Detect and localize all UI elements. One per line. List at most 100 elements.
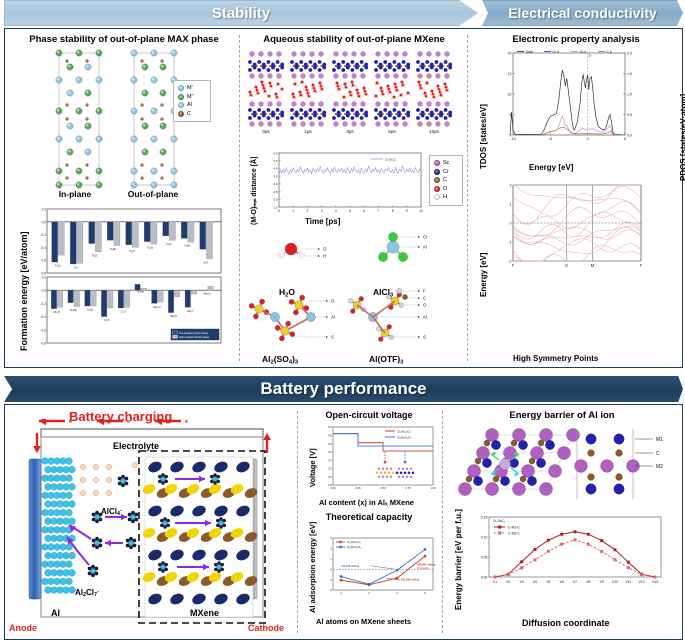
label-cathode-material: MXene: [190, 608, 220, 618]
svg-text:-0.4: -0.4: [41, 246, 47, 250]
divider-2: [467, 35, 468, 361]
svg-text:4: 4: [396, 591, 398, 595]
legend-dot-o: [434, 185, 440, 192]
svg-text:374.040 mAh/g: 374.040 mAh/g: [341, 564, 360, 568]
svg-text:Total: Total: [526, 50, 533, 54]
svg-text:Mo₂Ti: Mo₂Ti: [170, 314, 177, 318]
svg-text:V4: V4: [533, 580, 537, 584]
svg-text:V13: V13: [652, 580, 658, 584]
svg-text:10ps: 10ps: [429, 129, 440, 134]
svg-text:2.0: 2.0: [627, 52, 632, 56]
svg-text:9: 9: [406, 209, 408, 213]
svg-text:Cr d: Cr d: [553, 50, 560, 54]
molecule-name-al2so43: Al2(SO4)3: [262, 354, 299, 366]
svg-text:Mo₂Y: Mo₂Y: [187, 309, 194, 313]
label-anode: Anode: [9, 623, 37, 633]
svg-text:1.5: 1.5: [273, 205, 278, 209]
svg-text:e: e: [127, 419, 130, 425]
svg-text:O: O: [331, 298, 335, 303]
battery-banner-row: Battery performance: [0, 376, 685, 402]
svg-text:V9: V9: [600, 580, 604, 584]
label-in-plane: In-plane: [58, 189, 92, 199]
svg-text:V5: V5: [546, 580, 550, 584]
svg-text:4.5: 4.5: [273, 159, 278, 163]
banner-electrical-conductivity: Electrical conductivity: [482, 0, 683, 26]
svg-text:e: e: [185, 419, 188, 425]
al-ion-structure: M1 C M2: [458, 428, 663, 499]
svg-text:5: 5: [624, 137, 626, 141]
svg-text:1.00: 1.00: [430, 486, 436, 490]
svg-text:Cr₂MnC₂O₂: Cr₂MnC₂O₂: [397, 435, 411, 439]
svg-text:7: 7: [378, 209, 380, 213]
ocv-ylabel: Voltage [V]: [308, 448, 317, 487]
label-ion-alcl4: AlCl4-: [101, 507, 122, 518]
divider-1: [239, 35, 240, 361]
svg-text:V7: V7: [573, 580, 577, 584]
band-ylabel: Energy [eV]: [479, 252, 488, 297]
svg-text:-0.8: -0.8: [41, 272, 47, 276]
legend-label-o: O: [443, 185, 448, 192]
svg-text:V8: V8: [586, 580, 590, 584]
top-panel: Phase stability of out-of-plane MAX phas…: [4, 28, 685, 368]
svg-text:0: 0: [510, 222, 512, 226]
svg-text:Ti₂Sc: Ti₂Sc: [55, 264, 62, 268]
svg-text:0.00: 0.00: [481, 575, 488, 579]
svg-text:3ps: 3ps: [346, 129, 354, 134]
formation-energy-ylabel: Formation energy [eV/atom]: [19, 231, 29, 351]
dos-chart: 0 5 10 15 20 0.0 0.5 1.0 1.5 2.0 -10 -5 0 5 Eᶠ Total Cr …: [508, 50, 633, 141]
svg-text:8: 8: [392, 209, 394, 213]
svg-text:Ti₂Mn: Ti₂Mn: [110, 247, 117, 251]
dos-y2label: PDOS [states/eV·atom]: [679, 93, 685, 181]
svg-text:Cr₂Sc: Cr₂Sc: [87, 307, 94, 311]
label-ion-al2cl7: Al2Cl7-: [75, 588, 99, 599]
svg-text:V10: V10: [612, 580, 618, 584]
svg-text:5: 5: [510, 113, 512, 117]
svg-text:Al: Al: [423, 244, 427, 249]
svg-text:Sc d: Sc d: [580, 50, 587, 54]
svg-text:0: 0: [510, 134, 512, 138]
legend-dot-c2: [434, 177, 440, 184]
svg-text:0: 0: [330, 567, 332, 571]
label-out-of-plane: Out-of-plane: [127, 189, 179, 199]
svg-text:-: -: [131, 419, 133, 421]
svg-text:3.0: 3.0: [328, 458, 332, 462]
svg-text:0.50: 0.50: [380, 486, 386, 490]
title-capacity: Theoretical capacity: [325, 512, 413, 522]
legend-label-cr: Cr: [443, 168, 449, 175]
legend-label-al: Al: [187, 102, 192, 109]
svg-text:0.10: 0.10: [481, 535, 488, 539]
svg-text:1: 1: [330, 557, 332, 561]
svg-text:-: -: [73, 419, 75, 421]
svg-text:2.0: 2.0: [328, 475, 332, 479]
banner-battery-performance: Battery performance: [4, 376, 683, 402]
svg-text:1: 1: [510, 203, 512, 207]
svg-text:-10: -10: [510, 137, 515, 141]
md-xlabel: Time [ps]: [305, 217, 341, 226]
energy-barrier-chart: 0.00 0.05 0.10 0.15 V1 V2 V3 V4 V5 V6 V7 V8 V9 V10 V11…: [481, 515, 662, 584]
svg-text:Nb₂Ti: Nb₂Ti: [54, 310, 61, 314]
svg-text:Cr₂Mn: Cr₂Mn: [137, 290, 145, 294]
svg-text:V11: V11: [625, 580, 631, 584]
top-banner-row: Stability Electrical conductivity: [0, 0, 685, 26]
svg-text:Cr₂MnC₂O₂: Cr₂MnC₂O₂: [347, 545, 361, 549]
svg-text:0.05: 0.05: [481, 555, 488, 559]
svg-text:Ti₂Y: Ti₂Y: [74, 265, 79, 269]
svg-text:C: C: [423, 295, 426, 300]
svg-text:4.0: 4.0: [328, 442, 332, 446]
svg-text:1ps: 1ps: [304, 129, 312, 134]
svg-text:Solid solution M₂AlC phase: Solid solution M₂AlC phase: [179, 336, 210, 339]
svg-text:Cr₂ScC₂: Cr₂ScC₂: [385, 158, 397, 162]
svg-text:M1: M1: [656, 437, 663, 443]
svg-text:Cr₂ScC₂O₂: Cr₂ScC₂O₂: [397, 429, 411, 433]
svg-text:0.2: 0.2: [42, 208, 47, 212]
legend-dot-m1: [178, 85, 184, 92]
ocv-chart: 1.5 2.0 2.5 3.0 3.5 4.0 4.5 5.0 0.00 0.25 0.50 0.75…: [328, 425, 436, 490]
svg-text:1.5: 1.5: [627, 72, 632, 76]
legend-label-sc: Sc: [443, 160, 450, 166]
svg-text:6: 6: [424, 591, 426, 595]
svg-text:10: 10: [508, 93, 512, 97]
molecule-name-h2o: H2O: [279, 287, 295, 299]
svg-text:2: 2: [510, 184, 512, 188]
